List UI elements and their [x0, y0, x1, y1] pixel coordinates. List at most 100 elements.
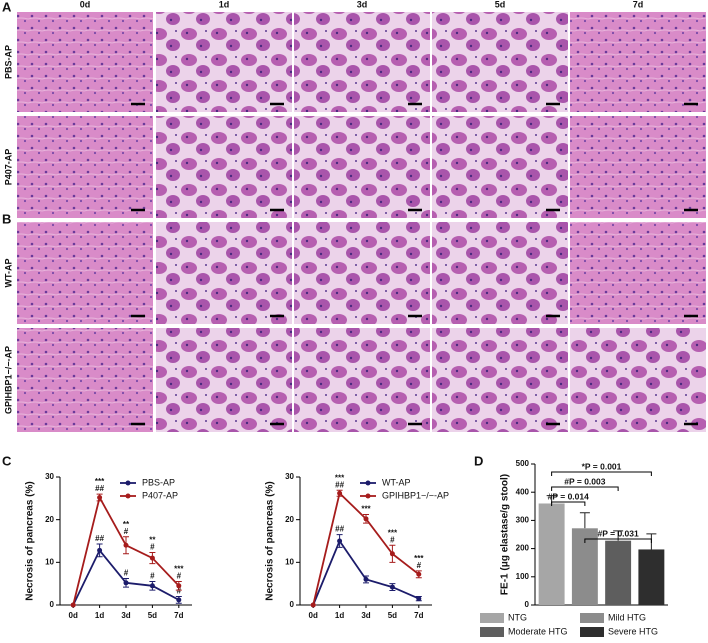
histology-image: [17, 328, 153, 432]
data-point: [70, 602, 76, 608]
error-bar: [579, 512, 590, 529]
histology-image: [17, 116, 153, 218]
histology-image: [294, 222, 430, 324]
significance-mark: #: [177, 587, 182, 596]
row-label: P407-AP: [3, 149, 13, 186]
legend-marker: [125, 493, 131, 499]
data-point: [389, 584, 395, 590]
data-point: [123, 580, 129, 586]
histology-image: [432, 116, 568, 218]
significance-mark: #: [150, 572, 155, 581]
legend-label: NTG: [508, 612, 527, 622]
histology-image: [432, 12, 568, 112]
histology-image: [156, 222, 292, 324]
legend-label: Mild HTG: [608, 612, 646, 622]
significance-mark: #: [177, 572, 182, 581]
column-header: 7d: [633, 0, 644, 9]
column-header: 0d: [80, 0, 91, 9]
significance-bracket: [551, 501, 586, 506]
significance-mark: #: [150, 543, 155, 552]
legend-label: PBS-AP: [142, 477, 175, 487]
significance-mark: #: [390, 535, 395, 544]
significance-mark: ***: [95, 477, 105, 486]
histology-image: [156, 116, 292, 218]
histology-image: [570, 116, 706, 218]
data-point: [97, 494, 103, 500]
y-tick-label: 20: [45, 515, 54, 524]
significance-mark: **: [123, 520, 130, 529]
histology-image: [570, 12, 706, 112]
histology-image: [294, 12, 430, 112]
series-line: [72, 548, 180, 606]
data-point: [149, 583, 155, 589]
data-point: [176, 597, 182, 603]
bar: [638, 549, 665, 605]
histology-image: [294, 116, 430, 218]
y-axis-label: Necrosis of pancreas (%): [265, 481, 276, 601]
data-point: [123, 542, 129, 548]
row-label: WT-AP: [3, 259, 13, 288]
significance-mark: ##: [335, 525, 344, 534]
legend-label: Moderate HTG: [508, 626, 568, 636]
significance-mark: ***: [388, 528, 398, 537]
histology-image: [17, 222, 153, 324]
histology-image: [570, 222, 706, 324]
x-tick-label: 5d: [148, 611, 157, 620]
significance-mark: ***: [361, 505, 371, 514]
row-label: PBS-AP: [3, 45, 13, 79]
significance-mark: **: [149, 536, 156, 545]
bar: [605, 540, 632, 605]
legend-label: WT-AP: [382, 477, 411, 487]
histology-image: [570, 328, 706, 432]
significance-bracket: [584, 538, 652, 543]
legend-swatch: [480, 627, 504, 637]
y-axis-label: Necrosis of pancreas (%): [25, 481, 36, 601]
significance-mark: ***: [174, 565, 184, 574]
y-tick-label: 10: [285, 557, 294, 566]
legend-marker: [125, 480, 131, 486]
data-point: [310, 602, 316, 608]
histology-image: [156, 328, 292, 432]
y-tick-label: 0: [290, 600, 295, 609]
data-point: [416, 596, 422, 602]
data-point: [337, 490, 343, 496]
panel-label: D: [474, 453, 483, 468]
x-tick-label: 1d: [95, 611, 104, 620]
x-tick-label: 0d: [309, 611, 318, 620]
y-tick-label: 10: [45, 557, 54, 566]
data-point: [363, 576, 369, 582]
y-tick-label: 100: [516, 572, 530, 581]
significance-mark: ***: [414, 554, 424, 563]
significance-mark: ##: [95, 534, 104, 543]
significance-label: #P = 0.014: [548, 491, 589, 501]
data-point: [416, 571, 422, 577]
column-header: 3d: [357, 0, 368, 9]
significance-mark: ##: [95, 484, 104, 493]
data-point: [389, 551, 395, 557]
data-point: [363, 516, 369, 522]
x-tick-label: 0d: [69, 611, 78, 620]
significance-label: #P = 0.031: [598, 528, 639, 538]
histology-image: [294, 328, 430, 432]
significance-mark: #: [124, 569, 129, 578]
series-line: [312, 539, 420, 606]
x-tick-label: 7d: [174, 611, 183, 620]
histology-image: [17, 12, 153, 112]
x-tick-label: 3d: [361, 611, 370, 620]
significance-label: *P = 0.001: [582, 461, 622, 471]
y-tick-label: 500: [516, 459, 530, 468]
row-label: GPIHBP1−/−-AP: [3, 346, 13, 414]
y-tick-label: 30: [45, 472, 54, 481]
panel-label: B: [2, 211, 11, 226]
data-point: [97, 547, 103, 553]
significance-mark: ##: [335, 480, 344, 489]
panel-label: C: [2, 453, 12, 468]
significance-mark: #: [124, 527, 129, 536]
histology-image: [156, 12, 292, 112]
legend-swatch: [580, 613, 604, 623]
y-axis-label: FE-1 (μg elastase/g stool): [500, 474, 511, 595]
y-tick-label: 400: [516, 487, 530, 496]
data-point: [337, 538, 343, 544]
x-tick-label: 7d: [414, 611, 423, 620]
legend-marker: [365, 480, 371, 486]
